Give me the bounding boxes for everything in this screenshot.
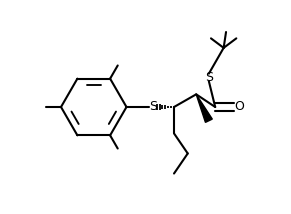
Text: S: S <box>205 71 213 84</box>
Text: S: S <box>149 101 157 113</box>
Text: O: O <box>234 101 244 113</box>
Polygon shape <box>196 94 212 122</box>
